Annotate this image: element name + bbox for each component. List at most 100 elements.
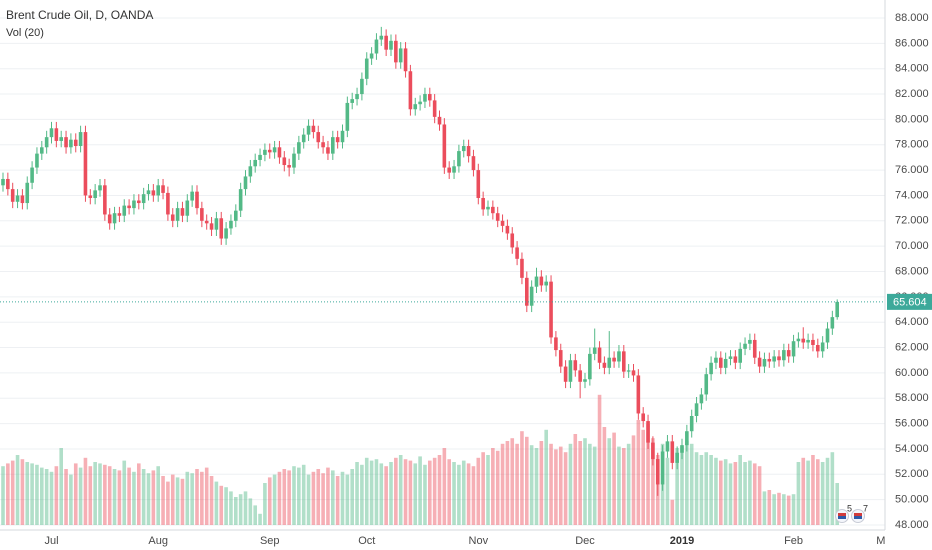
event-count: 5 xyxy=(847,503,852,513)
candle-body xyxy=(500,220,505,226)
candle-body xyxy=(752,339,757,358)
volume-bar xyxy=(311,471,316,525)
volume-bar xyxy=(626,443,631,525)
volume-bar xyxy=(345,474,350,525)
volume-bar xyxy=(786,495,791,525)
volume-bar xyxy=(350,469,354,525)
candle-body xyxy=(69,139,73,148)
candle-body xyxy=(137,200,141,204)
candle-body xyxy=(78,132,83,147)
volume-bar xyxy=(272,474,277,525)
candle-body xyxy=(389,40,393,50)
volume-bar xyxy=(743,462,747,525)
candle-body xyxy=(461,146,466,152)
candle-body xyxy=(15,195,20,202)
candle-body xyxy=(112,213,117,224)
candle-body xyxy=(617,351,621,362)
candle-body xyxy=(597,347,602,363)
candle-body xyxy=(592,347,597,354)
volume-bar xyxy=(757,466,762,525)
volume-bar xyxy=(413,463,418,525)
volume-bar xyxy=(408,460,413,525)
volume-bar xyxy=(25,462,30,525)
volume-bar xyxy=(486,455,490,525)
volume-bar xyxy=(398,455,403,525)
volume-bar xyxy=(306,474,311,525)
volume-bar xyxy=(78,467,83,525)
candle-body xyxy=(209,223,214,230)
candle-body xyxy=(539,276,544,286)
candle-body xyxy=(40,147,44,154)
candle-body xyxy=(704,374,709,395)
volume-bar xyxy=(534,448,539,525)
volume-bar xyxy=(670,499,675,525)
candle-body xyxy=(151,190,156,196)
volume-bar xyxy=(185,471,190,525)
volume-bar xyxy=(437,455,442,525)
volume-bar xyxy=(98,463,102,525)
candle-body xyxy=(733,356,738,363)
volume-bar xyxy=(83,457,88,525)
candle-body xyxy=(238,189,243,211)
volume-bar xyxy=(127,467,131,525)
candle-body xyxy=(791,341,796,357)
candle-body xyxy=(88,195,93,198)
candle-body xyxy=(103,185,107,215)
candle-body xyxy=(35,153,39,168)
candle-body xyxy=(311,125,316,133)
candle-body xyxy=(253,159,257,167)
candle-body xyxy=(471,156,476,171)
candle-body xyxy=(563,366,568,382)
candle-body xyxy=(127,205,131,209)
volume-bar xyxy=(35,464,39,525)
candle-body xyxy=(423,94,427,102)
candle-body xyxy=(801,338,806,343)
volume-bar xyxy=(335,476,340,525)
event-count: 7 xyxy=(863,503,868,513)
candle-body xyxy=(825,328,830,343)
candle-body xyxy=(728,356,733,359)
volume-bar xyxy=(146,473,151,525)
volume-bar xyxy=(588,443,592,525)
candle-body xyxy=(660,451,665,485)
candle-body xyxy=(54,128,59,141)
volume-bar xyxy=(141,469,146,525)
volume-bar xyxy=(374,459,379,525)
volume-bar xyxy=(253,505,257,525)
volume-bar xyxy=(263,483,267,525)
volume-bar xyxy=(617,446,621,525)
volume-bar xyxy=(112,469,117,525)
candle-body xyxy=(287,165,291,168)
candle-body xyxy=(44,137,49,148)
candle-body xyxy=(719,357,723,368)
candle-body xyxy=(505,225,510,234)
candle-body xyxy=(578,370,582,382)
candle-body xyxy=(267,149,272,153)
y-tick-label: 54.000 xyxy=(895,443,929,455)
volume-bar xyxy=(190,473,194,525)
volume-bar xyxy=(646,424,650,525)
y-tick-label: 62.000 xyxy=(895,341,929,353)
chart-title: Brent Crude Oil, D, OANDA xyxy=(6,8,153,22)
candle-body xyxy=(476,170,481,198)
candle-body xyxy=(214,218,219,230)
volume-pane xyxy=(1,394,839,525)
volume-bar xyxy=(156,466,160,525)
candle-body xyxy=(782,350,786,361)
candle-body xyxy=(777,356,781,361)
candle-body xyxy=(73,139,78,147)
candle-body xyxy=(554,337,558,351)
volume-bar xyxy=(689,443,694,525)
candle-body xyxy=(651,442,655,460)
candle-body xyxy=(520,258,524,278)
volume-bar xyxy=(88,466,93,525)
candle-body xyxy=(694,403,699,416)
candle-body xyxy=(297,142,301,154)
candle-body xyxy=(680,445,684,453)
y-tick-label: 86.000 xyxy=(895,37,929,49)
volume-bar xyxy=(219,485,224,525)
volume-bar xyxy=(825,457,830,525)
candle-body xyxy=(413,104,418,110)
candle-body xyxy=(394,40,398,63)
candle-body xyxy=(583,379,587,382)
